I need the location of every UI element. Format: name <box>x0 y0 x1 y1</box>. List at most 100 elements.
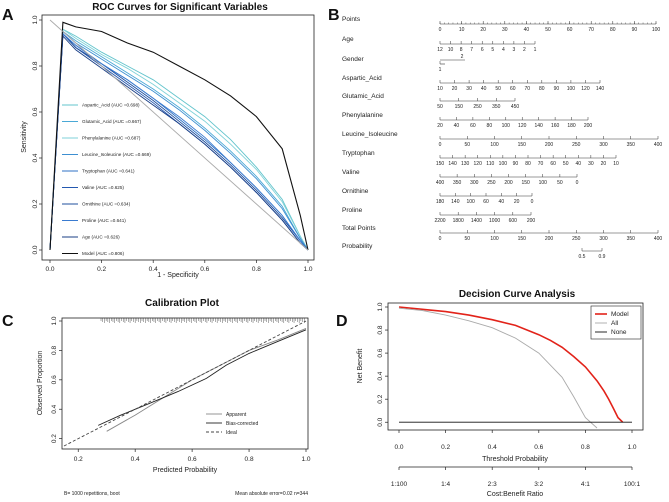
nomogram-tick-label: 60 <box>550 161 556 167</box>
roc-ytick-label: 0.4 <box>32 153 39 162</box>
nomogram-tick-label: 140 <box>534 123 543 129</box>
nomogram-tick-label: 40 <box>576 161 582 167</box>
nomogram-row-label: Leucine_Isoleucine <box>342 131 398 138</box>
dca-x2tick-label: 100:1 <box>624 481 641 488</box>
nomogram-tick-label: 40 <box>499 199 505 205</box>
nomogram-tick-label: 0.5 <box>579 254 586 260</box>
nomogram-tick-label: 4 <box>502 47 505 53</box>
dca-xlabel: Threshold Probability <box>482 456 548 463</box>
dca-series-line <box>398 306 624 423</box>
nomogram-tick-label: 180 <box>436 199 445 205</box>
nomogram-tick-label: 5 <box>491 47 494 53</box>
calibration-ytick-label: 0.4 <box>51 404 58 413</box>
roc-xtick-label: 0.0 <box>45 266 54 273</box>
nomogram-tick-label: 150 <box>518 142 527 148</box>
nomogram-tick-label: 300 <box>599 236 608 242</box>
dca-ytick-label: 0.6 <box>377 348 384 357</box>
roc-legend-label: Proline (AUC =0.641) <box>82 218 126 223</box>
nomogram-tick-label: 100 <box>539 180 548 186</box>
dca-frame <box>387 302 644 431</box>
nomogram-tick-label: 30 <box>588 161 594 167</box>
nomogram-row-label: Valine <box>342 169 360 176</box>
calibration-footer-right: Mean absolute error=0.02 n=344 <box>235 491 308 497</box>
roc-series-line <box>49 32 309 251</box>
nomogram-tick-label: 80 <box>487 123 493 129</box>
nomogram-tick-label: 100 <box>502 123 511 129</box>
nomogram-tick-label: 12 <box>437 47 443 53</box>
roc-ytick-label: 0.2 <box>32 199 39 208</box>
nomogram-tick-label: 450 <box>511 104 520 110</box>
nomogram-tick-label: 200 <box>545 142 554 148</box>
nomogram-tick-label: 100 <box>490 236 499 242</box>
nomogram-tick-label: 150 <box>455 104 464 110</box>
dca-x2tick-label: 2:3 <box>488 481 497 488</box>
nomogram-tick-label: 1 <box>439 67 442 73</box>
nomogram-tick-label: 6 <box>481 47 484 53</box>
nomogram-tick-label: 90 <box>632 27 638 33</box>
nomogram-tick-label: 200 <box>545 236 554 242</box>
nomogram-tick-label: 2200 <box>434 218 445 224</box>
nomogram-tick-label: 70 <box>524 86 530 92</box>
nomogram-tick-label: 60 <box>470 123 476 129</box>
decision-curve-chart: Decision Curve Analysis 0.0 0.2 0.4 0.6 0.8 1… <box>357 289 644 498</box>
roc-legend-label: Glutamic_Acid (AUC =0.667) <box>82 119 142 124</box>
roc-legend-label: Ornithine (AUC =0.634) <box>82 202 131 207</box>
calibration-legend-label: Ideal <box>226 430 237 436</box>
nomogram-tick-label: 70 <box>588 27 594 33</box>
nomogram-tick-label: 1400 <box>471 218 482 224</box>
dca-legend-label: Model <box>611 311 629 318</box>
calibration-footer-left: B= 1000 repetitions, boot <box>64 491 120 497</box>
nomogram-tick-label: 70 <box>538 161 544 167</box>
dca-legend-box <box>590 305 642 340</box>
nomogram-tick-label: 0 <box>576 180 579 186</box>
calibration-series-line <box>106 327 307 432</box>
calibration-xtick-label: 0.6 <box>188 456 197 463</box>
panel-label-d: D <box>336 313 348 330</box>
nomogram-tick-label: 80 <box>539 86 545 92</box>
calibration-ytick-label: 0.6 <box>51 375 58 384</box>
nomogram-row-label: Total Points <box>342 225 376 232</box>
dca-ytick-label: 0.4 <box>377 371 384 380</box>
nomogram-tick-label: 60 <box>567 27 573 33</box>
nomogram-tick-label: 20 <box>452 86 458 92</box>
dca-legend-label: All <box>611 320 619 327</box>
roc-legend-label: Aspartic_Acid (AUC =0.698) <box>82 103 140 108</box>
nomogram-tick-label: 200 <box>527 218 536 224</box>
roc-legend-label: Model (AUC =0.806) <box>82 251 124 256</box>
nomogram-row-label: Tryptophan <box>342 150 375 157</box>
nomogram-row-label: Gender <box>342 56 365 63</box>
nomogram-tick-label: 0 <box>439 27 442 33</box>
nomogram-tick-label: 0 <box>439 236 442 242</box>
dca-ytick-label: 0.0 <box>377 417 384 426</box>
nomogram-tick-label: 600 <box>509 218 518 224</box>
nomogram-tick-label: 150 <box>521 180 530 186</box>
nomogram-tick-label: 100 <box>490 142 499 148</box>
nomogram-tick-label: 7 <box>470 47 473 53</box>
nomogram-tick-label: 1 <box>534 47 537 53</box>
nomogram-tick-label: 120 <box>581 86 590 92</box>
dca-x2tick-label: 3:2 <box>534 481 543 488</box>
roc-chart: ROC Curves for Significant Variables 0.0… <box>21 2 315 279</box>
calibration-ytick-label: 1.0 <box>51 316 58 325</box>
nomogram-tick-label: 150 <box>518 236 527 242</box>
calibration-xtick-label: 0.8 <box>245 456 254 463</box>
calibration-xtick-label: 0.4 <box>131 456 140 463</box>
nomogram-tick-label: 1000 <box>489 218 500 224</box>
calibration-legend-label: Bias-corrected <box>226 421 258 427</box>
nomogram-tick-label: 350 <box>453 180 462 186</box>
nomogram-tick-label: 2 <box>523 47 526 53</box>
panel-label-b: B <box>328 7 340 24</box>
roc-xtick-label: 0.6 <box>200 266 209 273</box>
panel-label-c: C <box>2 313 14 330</box>
roc-ytick-label: 1.0 <box>32 15 39 24</box>
nomogram-tick-label: 180 <box>567 123 576 129</box>
nomogram-tick-label: 300 <box>599 142 608 148</box>
roc-frame <box>41 14 315 261</box>
nomogram-tick-label: 20 <box>437 123 443 129</box>
roc-series-line <box>49 21 309 251</box>
roc-title: ROC Curves for Significant Variables <box>92 2 268 13</box>
nomogram-tick-label: 250 <box>572 142 581 148</box>
nomogram-tick-label: 30 <box>466 86 472 92</box>
nomogram-row-label: Points <box>342 16 361 23</box>
